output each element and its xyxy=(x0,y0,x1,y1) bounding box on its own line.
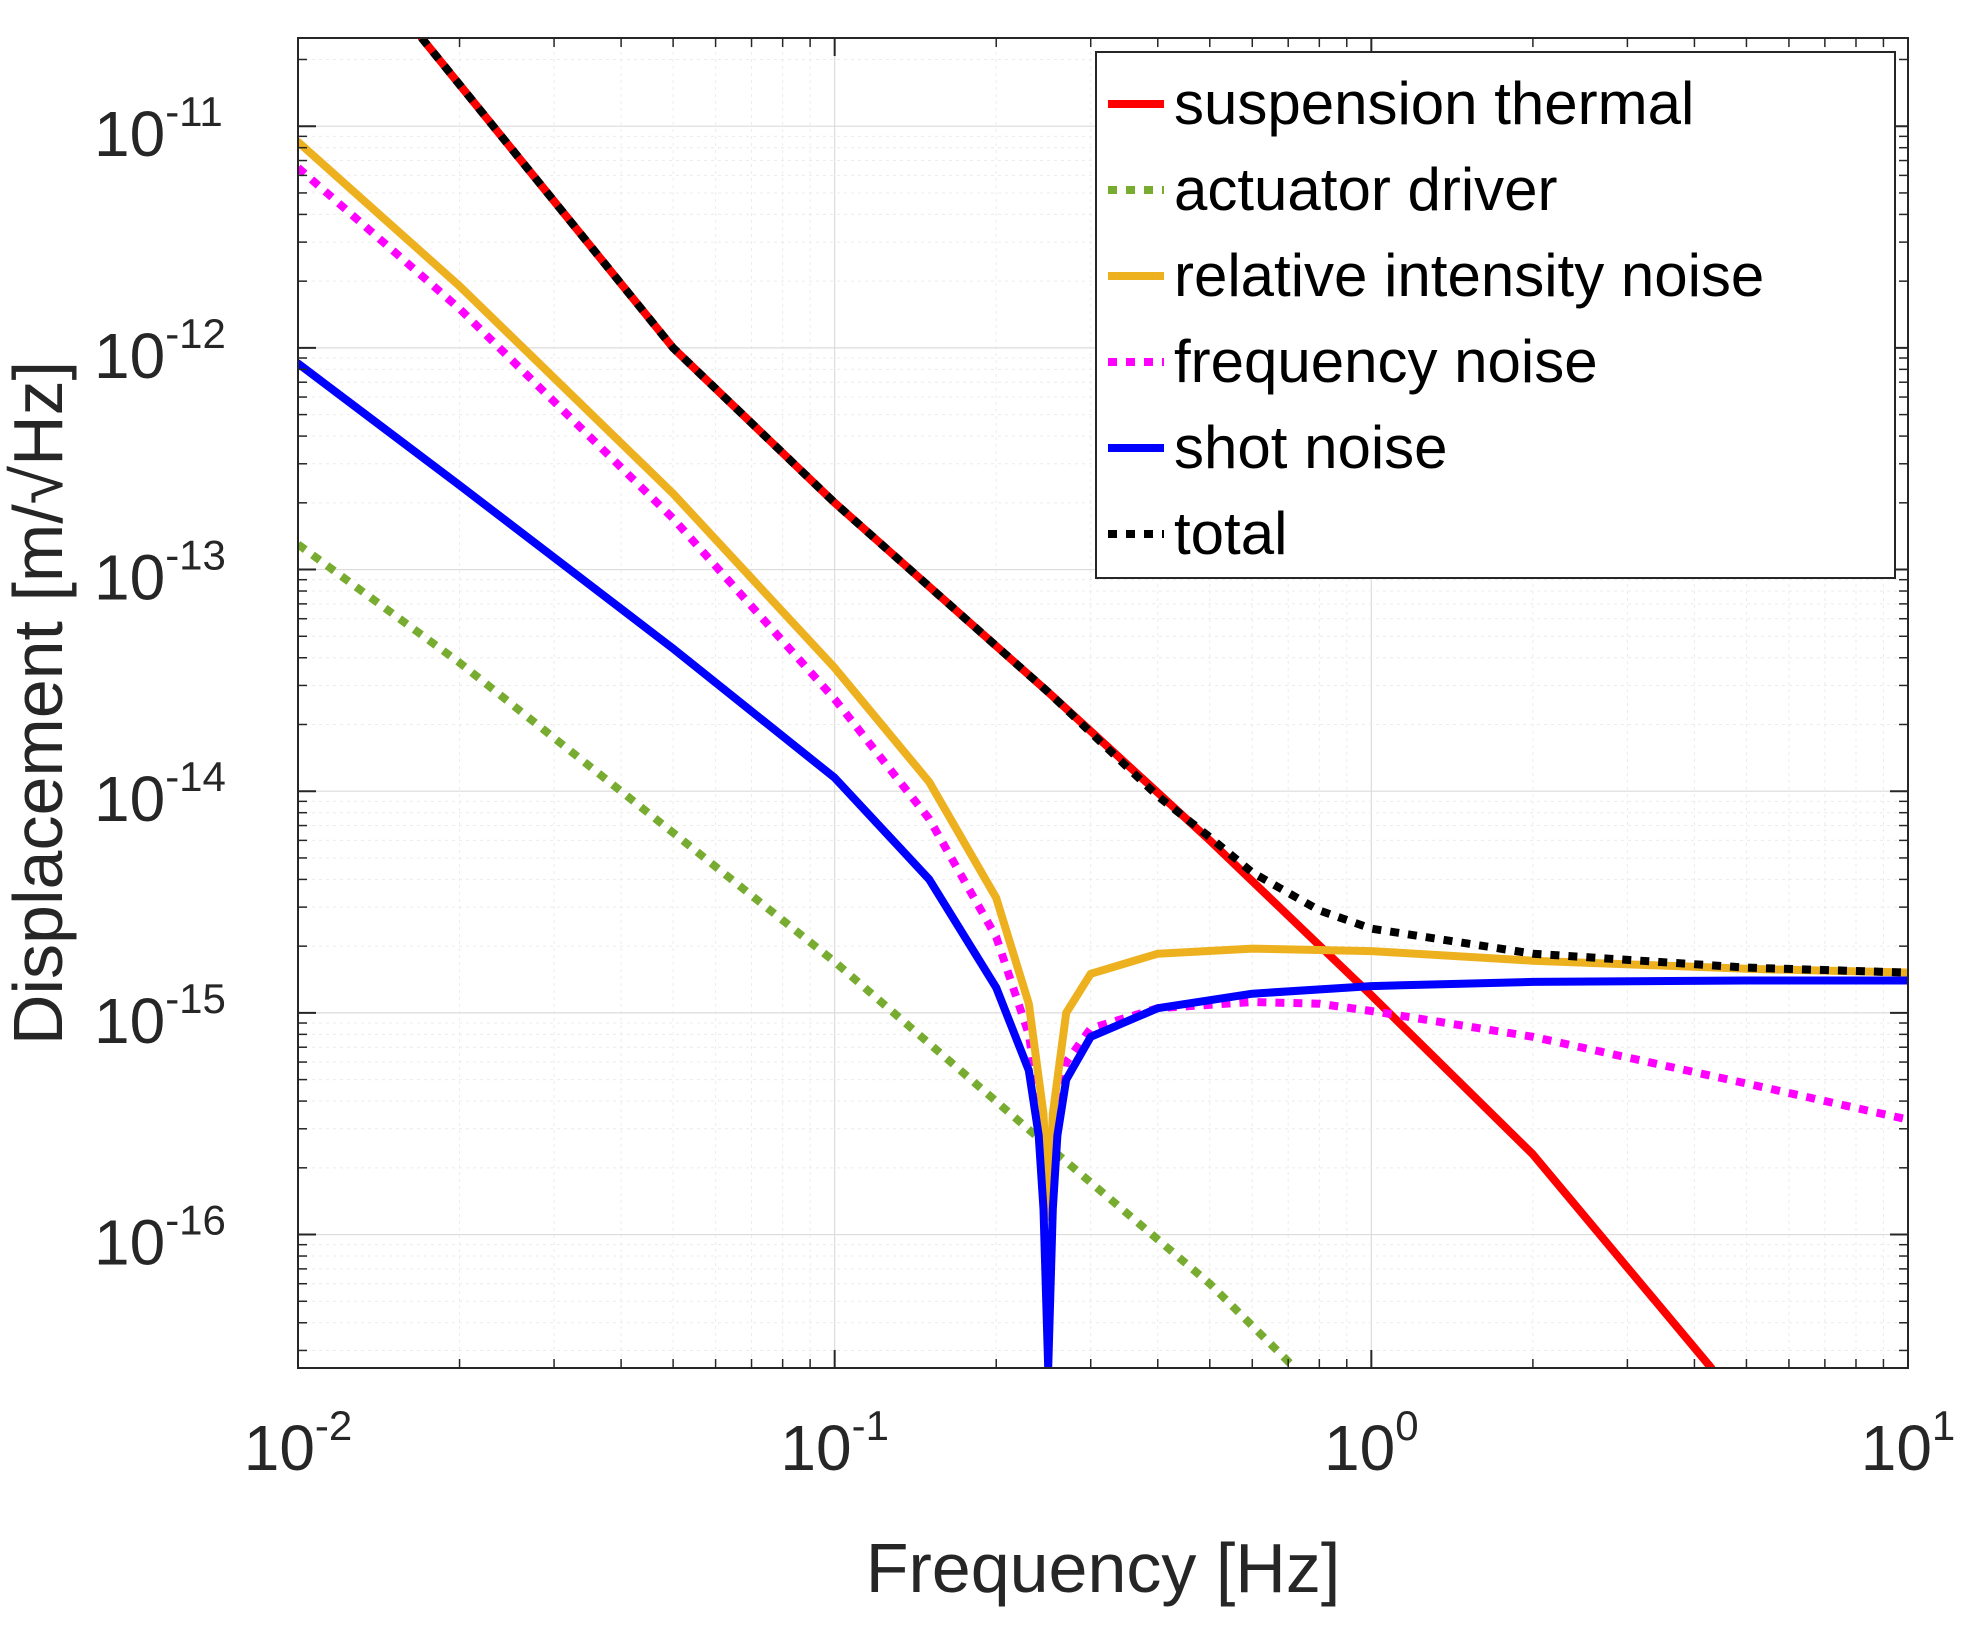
y-tick-exp: -16 xyxy=(165,1197,226,1244)
x-tick-exp: 0 xyxy=(1395,1402,1418,1449)
y-tick-base: 10 xyxy=(94,1207,165,1279)
y-axis-label: Displacement [m/√Hz] xyxy=(0,361,77,1045)
legend-label-actuator-driver: actuator driver xyxy=(1174,156,1558,223)
series-line-actuator-driver xyxy=(298,541,1298,1368)
y-tick-label: 10-12 xyxy=(94,310,226,392)
y-tick-exp: -15 xyxy=(165,975,226,1022)
x-tick-base: 10 xyxy=(1861,1412,1932,1484)
y-tick-exp: -14 xyxy=(165,753,226,800)
x-tick-base: 10 xyxy=(244,1412,315,1484)
y-tick-base: 10 xyxy=(94,763,165,835)
legend-label-suspension-thermal: suspension thermal xyxy=(1174,70,1694,137)
x-tick-label: 100 xyxy=(1324,1402,1419,1484)
x-tick-exp: -2 xyxy=(315,1402,352,1449)
y-tick-exp: -12 xyxy=(165,310,226,357)
y-tick-base: 10 xyxy=(94,542,165,614)
grid-lines xyxy=(297,38,1908,1368)
y-tick-base: 10 xyxy=(94,98,165,170)
plot-series xyxy=(298,38,1908,1368)
legend-label-relative-intensity-noise: relative intensity noise xyxy=(1174,242,1764,309)
y-tick-label: 10-16 xyxy=(94,1197,226,1279)
x-tick-label: 10-2 xyxy=(244,1402,353,1484)
series-line-relative-intensity-noise xyxy=(298,137,1908,1221)
tick-labels: 10-2 10-1 100 10110-1110-1210-1310-1410-151… xyxy=(94,88,1955,1484)
tick-marks xyxy=(297,38,1908,1368)
series-line-shot-noise xyxy=(298,359,1908,1368)
y-tick-exp: -11 xyxy=(165,88,223,135)
legend: suspension thermal actuator driver relativ… xyxy=(1095,51,1896,579)
x-tick-exp: 1 xyxy=(1932,1402,1955,1449)
y-tick-label: 10-14 xyxy=(94,753,226,835)
x-tick-base: 10 xyxy=(780,1412,851,1484)
y-tick-base: 10 xyxy=(94,320,165,392)
x-axis-label: Frequency [Hz] xyxy=(866,1529,1341,1607)
legend-box xyxy=(1095,51,1896,579)
y-tick-exp: -13 xyxy=(165,532,226,579)
y-tick-label: 10-13 xyxy=(94,532,226,614)
y-tick-label: 10-15 xyxy=(94,975,226,1057)
x-tick-exp: -1 xyxy=(852,1402,889,1449)
legend-label-shot-noise: shot noise xyxy=(1174,414,1448,481)
x-tick-label: 101 xyxy=(1861,1402,1956,1484)
x-tick-label: 10-1 xyxy=(780,1402,889,1484)
axes-frame xyxy=(297,37,1909,1369)
x-tick-base: 10 xyxy=(1324,1412,1395,1484)
y-tick-label: 10-11 xyxy=(94,88,223,170)
y-tick-base: 10 xyxy=(94,985,165,1057)
legend-label-frequency-noise: frequency noise xyxy=(1174,328,1598,395)
legend-label-total: total xyxy=(1174,500,1287,567)
series-line-total xyxy=(418,38,1908,977)
